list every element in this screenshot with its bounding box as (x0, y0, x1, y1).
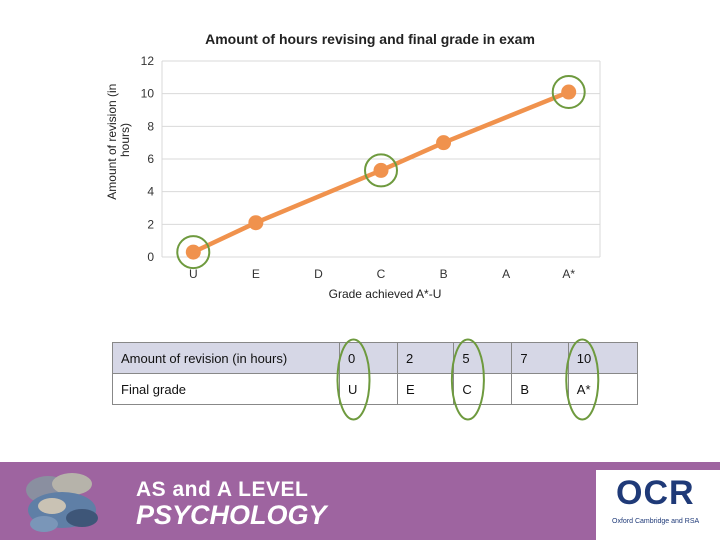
highlight-circle (176, 235, 211, 270)
table-row-label: Amount of revision (in hours) (112, 342, 340, 374)
ocr-logo-tagline: Oxford Cambridge and RSA (612, 518, 700, 525)
chart-title: Amount of hours revising and final grade… (205, 31, 535, 47)
table-row: Amount of revision (in hours) 0 2 5 7 10 (112, 342, 639, 374)
y-tick-label: 12 (141, 54, 155, 68)
x-axis-title: Grade achieved A*-U (329, 287, 442, 301)
y-tick-label: 2 (147, 217, 154, 231)
x-tick-label: D (314, 267, 323, 281)
x-tick-label: A (502, 267, 510, 281)
y-tick-label: 10 (141, 87, 155, 101)
x-tick-label: A* (562, 267, 575, 281)
x-axis-ticks: U E D C B A A* (189, 267, 575, 281)
chart-grid (161, 60, 601, 258)
table-cell: A* (567, 373, 639, 405)
table-cell: 0 (339, 342, 398, 374)
ocr-logo-text: OCR (616, 474, 695, 512)
x-tick-label: U (189, 267, 198, 281)
x-tick-label: C (377, 267, 386, 281)
table-cell: C (453, 373, 513, 405)
x-tick-label: E (252, 267, 260, 281)
table-cell: U (339, 373, 398, 405)
highlight-circle (364, 153, 398, 188)
ocr-logo: OCR Oxford Cambridge and RSA (596, 470, 720, 540)
table-cell: 5 (453, 342, 513, 374)
y-tick-label: 4 (147, 185, 154, 199)
chart-series (185, 84, 577, 260)
table-cell: B (511, 373, 569, 405)
footer-line-2: PSYCHOLOGY (136, 500, 327, 530)
data-point (561, 84, 577, 100)
table-row: Final grade U E C B A* (112, 373, 639, 405)
data-point (248, 215, 264, 231)
y-tick-label: 8 (147, 119, 154, 133)
table-cell: 2 (396, 342, 455, 374)
x-tick-label: B (440, 267, 448, 281)
line-chart: Amount of hours revising and final grade… (105, 31, 601, 301)
table-cell: 7 (511, 342, 569, 374)
y-axis-ticks: 0 2 4 6 8 10 12 (141, 54, 155, 264)
data-table: Amount of revision (in hours) 0 2 5 7 10 Final… (112, 342, 639, 405)
chart-highlight-circles (176, 75, 586, 270)
y-tick-label: 6 (147, 152, 154, 166)
data-point (373, 162, 389, 178)
y-tick-label: 0 (147, 250, 154, 264)
data-point (436, 135, 452, 151)
footer-title: AS and A LEVEL PSYCHOLOGY (136, 478, 327, 531)
footer-line-1: AS and A LEVEL (136, 478, 309, 501)
highlight-circle (551, 75, 586, 110)
table-cell: 10 (567, 342, 639, 374)
data-point (185, 244, 201, 260)
pebbles-logo-image (26, 473, 98, 532)
y-axis-title: Amount of revision (in hours) (105, 80, 132, 199)
table-cell: E (396, 373, 455, 405)
table-row-label: Final grade (112, 373, 340, 405)
